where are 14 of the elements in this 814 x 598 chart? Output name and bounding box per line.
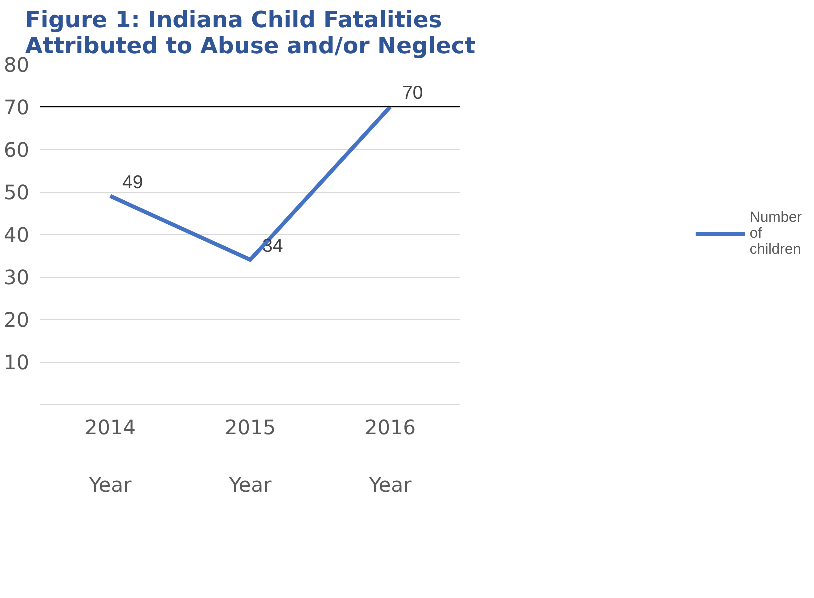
y-tick-label: 40 — [4, 223, 30, 247]
y-tick-label: 10 — [4, 350, 30, 374]
data-label: 70 — [402, 82, 424, 103]
y-tick-label: 50 — [4, 180, 30, 204]
legend-label: Number of children — [750, 210, 802, 258]
y-tick-label: 20 — [4, 308, 30, 332]
category-label: 2014 Year — [85, 416, 136, 498]
data-label: 34 — [262, 235, 284, 256]
data-label: 49 — [122, 171, 144, 192]
y-tick-label: 60 — [4, 138, 30, 162]
category-label: 2015 Year — [225, 416, 276, 498]
category-label: 2016 Year — [365, 416, 416, 498]
y-tick-label: 70 — [4, 96, 30, 120]
y-tick-label: 30 — [4, 266, 30, 290]
